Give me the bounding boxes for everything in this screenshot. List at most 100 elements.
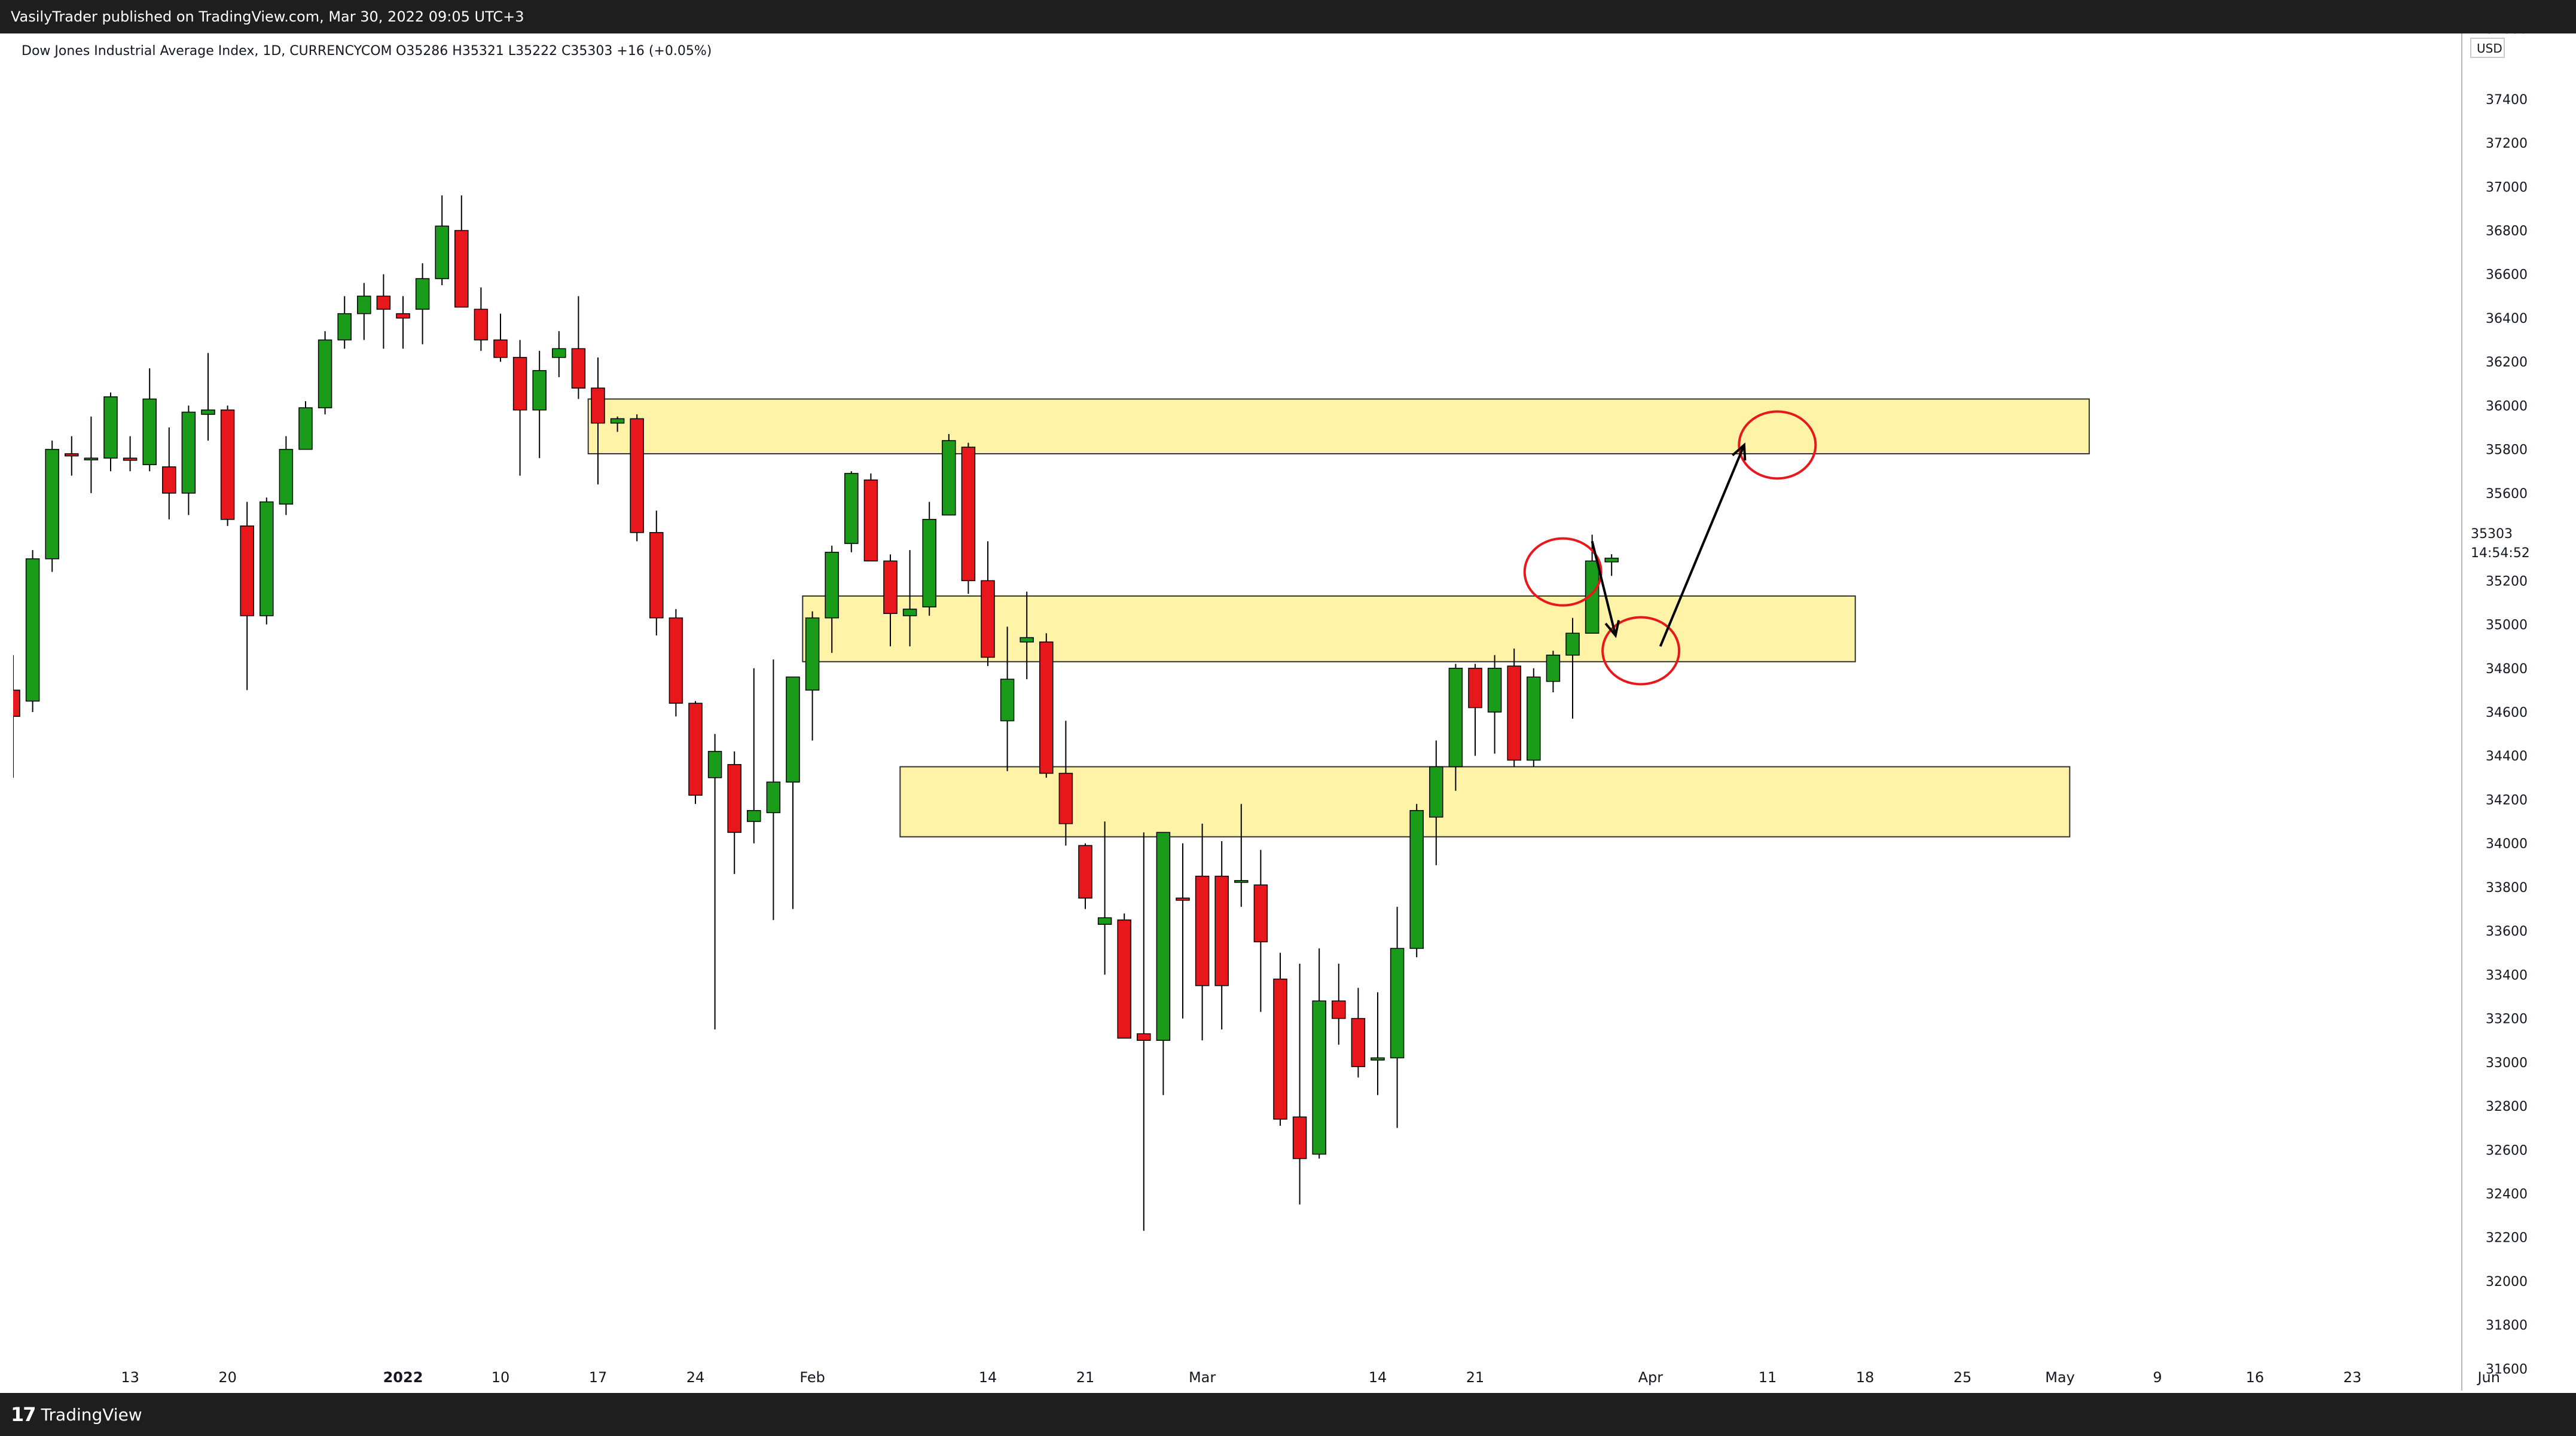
price-tick-label: 32800 xyxy=(2486,1099,2528,1114)
candle xyxy=(1546,650,1561,693)
candle-body-up xyxy=(786,676,800,783)
candle xyxy=(162,427,176,520)
tradingview-brand[interactable]: 17 TradingView xyxy=(11,1393,142,1436)
candle-body-up xyxy=(1546,655,1561,682)
candle-body-down xyxy=(1078,845,1092,899)
candle-body-down xyxy=(162,466,176,494)
price-tick-label: 33400 xyxy=(2486,968,2528,983)
candle xyxy=(825,545,839,653)
candle xyxy=(1039,633,1054,778)
candle-body-up xyxy=(747,810,761,822)
candle-body-down xyxy=(961,447,976,582)
candle xyxy=(1020,591,1034,680)
time-axis[interactable]: 13 20 2022 10 17 24 Feb 14 21 Mar 14 21 Apr 11 18 25 May… xyxy=(121,1369,2500,1386)
price-tick-label: 36400 xyxy=(2486,311,2528,326)
candle xyxy=(1409,803,1424,958)
candle xyxy=(6,655,20,778)
candle-body-up xyxy=(181,411,196,494)
candle xyxy=(727,751,741,874)
time-tick-label: 10 xyxy=(492,1369,510,1386)
time-tick-label: 20 xyxy=(218,1369,237,1386)
last-price-label-box xyxy=(2464,524,2553,544)
chart-frame: 31600 31800 32000 32200 32400 32600 32800 33000… xyxy=(6,22,2576,1391)
candle xyxy=(844,471,859,552)
candle xyxy=(318,331,332,415)
candle xyxy=(707,734,722,1029)
candle xyxy=(1312,948,1326,1159)
price-tick-label: 37200 xyxy=(2486,136,2528,151)
bar-countdown: 14:54:52 xyxy=(2471,546,2530,561)
candle-body-up xyxy=(415,278,430,310)
candle xyxy=(181,405,196,515)
time-tick-label: May xyxy=(2045,1369,2075,1386)
candle xyxy=(474,287,489,351)
candle xyxy=(805,611,820,741)
candle xyxy=(1253,850,1268,1012)
candle xyxy=(669,609,683,717)
price-tick-label: 35200 xyxy=(2486,574,2528,589)
candle-body-down xyxy=(396,313,410,319)
candle xyxy=(863,473,878,562)
price-axis-top-tick: 37600 xyxy=(2486,33,2528,37)
candle-body-up xyxy=(1097,917,1112,925)
zone-1 xyxy=(587,398,2090,454)
candle xyxy=(376,274,391,349)
time-tick-label: 11 xyxy=(1759,1369,1777,1386)
price-tick-label: 31800 xyxy=(2486,1318,2528,1333)
candle-body-up xyxy=(1565,633,1580,656)
candle-body-up xyxy=(357,295,371,314)
candle-body-up xyxy=(45,448,59,560)
candle-body-up xyxy=(1371,1057,1385,1061)
candle xyxy=(396,296,410,349)
candle xyxy=(961,442,976,594)
candle xyxy=(357,283,371,340)
price-tick-label: 34800 xyxy=(2486,662,2528,677)
legend-symbol: Dow Jones Industrial Average Index, 1D, … xyxy=(22,44,392,59)
candle xyxy=(279,436,294,515)
candle-body-down xyxy=(474,308,489,341)
price-tick-label: 32200 xyxy=(2486,1231,2528,1246)
candle-body-down xyxy=(1273,978,1287,1120)
candlestick-chart[interactable]: 31600 31800 32000 32200 32400 32600 32800 33000… xyxy=(6,22,2576,1391)
candle xyxy=(922,502,936,616)
price-tick-label: 35000 xyxy=(2486,618,2528,633)
candle xyxy=(1371,992,1385,1095)
candle-body-up xyxy=(103,396,118,459)
candle-body-down xyxy=(669,617,683,704)
price-axis[interactable]: 31600 31800 32000 32200 32400 32600 32800 33000… xyxy=(2486,93,2528,1377)
zone-3 xyxy=(899,766,2071,838)
time-tick-label: 21 xyxy=(1466,1369,1485,1386)
candle-body-down xyxy=(1214,875,1229,986)
candle xyxy=(1156,832,1171,1095)
candle-body-down xyxy=(981,580,995,658)
legend-ohlc: O35286 H35321 L35222 C35303 +16 (+0.05%) xyxy=(396,44,712,59)
candle-body-up xyxy=(707,751,722,778)
time-tick-label: 21 xyxy=(1076,1369,1095,1386)
arrow-shaft xyxy=(1659,444,1745,647)
candle-body-down xyxy=(454,230,469,308)
price-tick-label: 32000 xyxy=(2486,1275,2528,1290)
candle xyxy=(298,401,313,450)
candle xyxy=(1176,843,1190,1019)
candle xyxy=(1292,964,1307,1205)
candle-body-up xyxy=(1527,676,1541,761)
candle-body-down xyxy=(1507,665,1521,761)
candle-body-up xyxy=(201,409,215,415)
candle-body-up xyxy=(1409,810,1424,949)
time-tick-label: 18 xyxy=(1856,1369,1875,1386)
candle-body-down xyxy=(493,339,508,358)
candle xyxy=(1078,843,1092,909)
candle xyxy=(630,414,644,542)
currency-box[interactable] xyxy=(2470,38,2505,58)
price-tick-label: 36600 xyxy=(2486,268,2528,283)
candle-body-up xyxy=(942,440,956,516)
candle-body-up xyxy=(1448,668,1463,768)
candle-body-up xyxy=(84,457,99,461)
candle xyxy=(1195,823,1210,1041)
candle xyxy=(123,436,138,472)
candle xyxy=(688,701,703,804)
time-tick-label: 13 xyxy=(121,1369,139,1386)
candle xyxy=(1273,952,1287,1126)
price-tick-label: 36800 xyxy=(2486,224,2528,239)
candle-body-down xyxy=(1058,772,1073,824)
